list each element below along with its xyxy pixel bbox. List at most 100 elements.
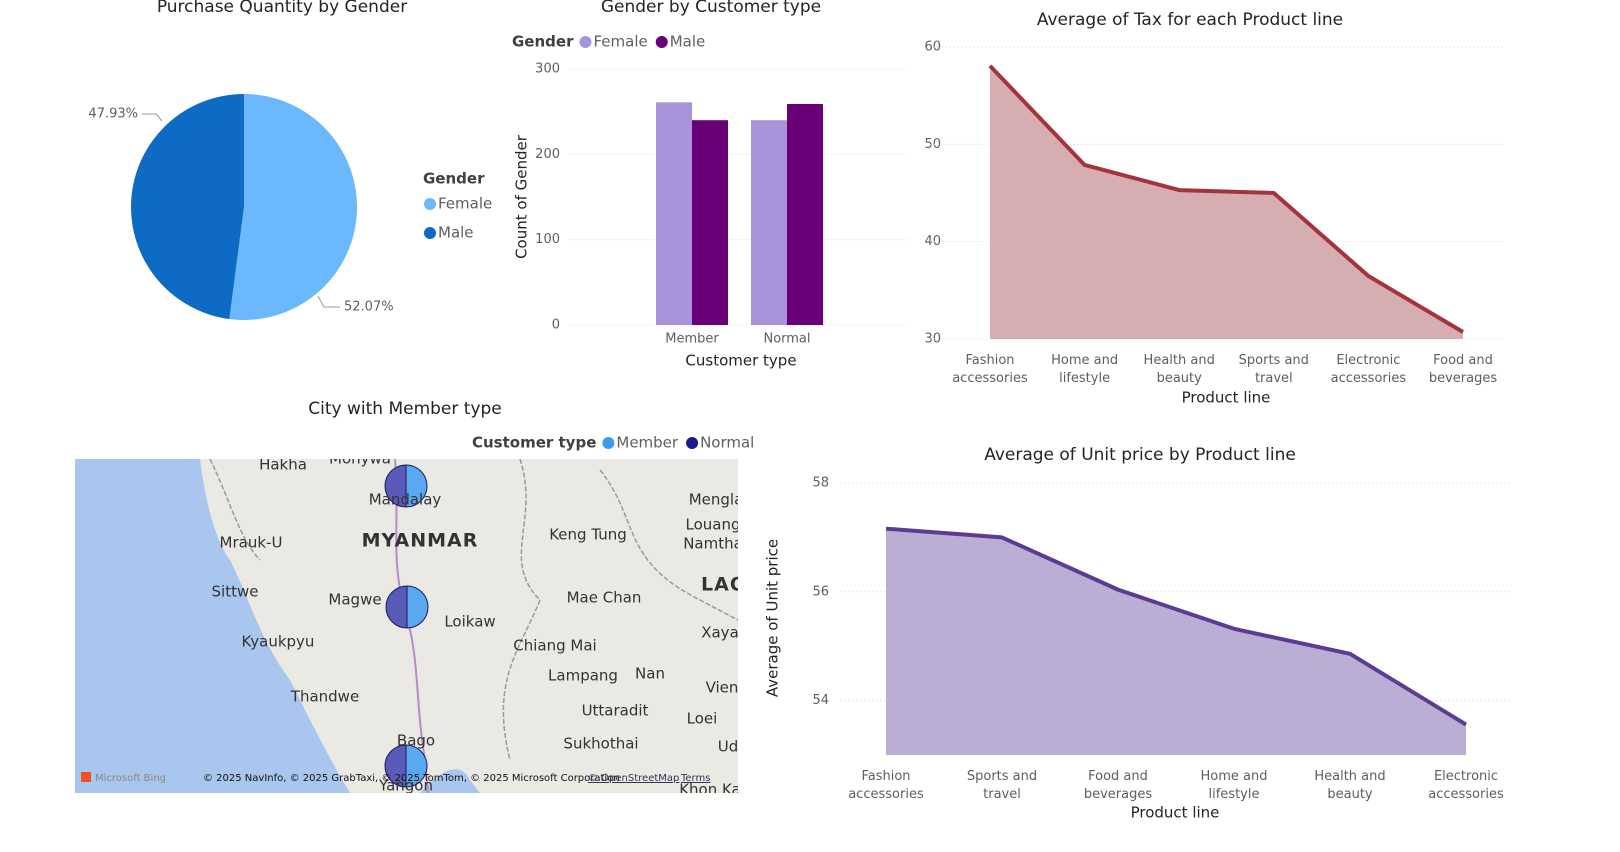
legend-label: Normal [700, 434, 754, 452]
chart-title: Gender by Customer type [601, 0, 821, 17]
legend-swatch [579, 36, 592, 48]
x-tick-label-box: Electronic accessories [1428, 769, 1504, 802]
line [885, 526, 1468, 727]
x-tick-label-box: Food and beverages [1428, 353, 1498, 386]
legend-label: Female [593, 33, 647, 51]
legend-title: Customer type [472, 434, 596, 452]
y-tick-label: 30 [924, 332, 941, 347]
map-bubble-normal [385, 585, 408, 629]
y-tick-label: 60 [924, 40, 941, 55]
x-tick-label-box: Sports and travel [1238, 353, 1309, 386]
y-axis-title: Count of Gender [513, 134, 531, 259]
bar [751, 120, 787, 325]
map-label: Mrauk-U [220, 534, 283, 552]
attribution: © 2025 NavInfo, © 2025 GrabTaxi, © 2025 … [203, 773, 620, 784]
x-tick-label-box: Electronic accessories [1330, 353, 1407, 386]
x-axis-title: Product line [1131, 804, 1220, 822]
x-tick-label: Electronic accessories [1330, 353, 1407, 386]
map-label: Thandwe [290, 688, 359, 706]
x-tick-label-box: Fashion accessories [848, 769, 924, 802]
attribution: Microsoft Bing [95, 773, 166, 784]
map-label: Nan [635, 665, 665, 683]
map-label: Magwe [328, 591, 381, 609]
legend-label: Female [438, 195, 492, 213]
bing-logo [81, 772, 91, 782]
x-tick-label: Electronic accessories [1428, 769, 1504, 802]
x-tick-label: Health and beauty [1143, 353, 1215, 386]
map-label: Monywa [329, 450, 391, 468]
map-label: Uttaradit [582, 702, 649, 720]
bar [787, 103, 823, 325]
bar [692, 120, 728, 325]
map-label: Khon Ka [679, 781, 741, 799]
x-tick-label-box: Home and lifestyle [1200, 769, 1268, 802]
map-label: Louang [686, 516, 741, 534]
x-axis-title: Product line [1182, 389, 1271, 407]
legend-title: Gender [423, 170, 485, 188]
map-label: Loei [687, 710, 718, 728]
x-tick-label: Home and lifestyle [1051, 353, 1119, 386]
map-label: Mandalay [369, 491, 442, 509]
y-tick-label: 100 [535, 232, 560, 247]
area-fill [990, 65, 1463, 340]
border [209, 459, 738, 761]
map-bubble-member [406, 585, 429, 629]
map-sea [420, 769, 480, 793]
map-label: LAO [701, 574, 747, 596]
leader-line [317, 295, 340, 308]
line [988, 64, 1465, 334]
map-label: Sittwe [212, 583, 259, 601]
x-tick-label-box: Health and beauty [1143, 353, 1215, 386]
map-label: Loikaw [444, 613, 495, 631]
pie-slice [229, 94, 357, 320]
x-tick-label: Health and beauty [1314, 769, 1386, 802]
y-tick-label: 40 [924, 234, 941, 249]
y-tick-label: 54 [812, 693, 829, 708]
bar [656, 102, 692, 325]
x-tick-label: Fashion accessories [952, 353, 1028, 386]
x-tick-label: Home and lifestyle [1200, 769, 1268, 802]
x-tick-label: Member [665, 332, 719, 347]
x-tick-label: Sports and travel [966, 769, 1038, 802]
x-axis-title: Customer type [685, 352, 796, 370]
x-tick-label-box: Sports and travel [966, 769, 1038, 802]
map-bubble-normal [384, 744, 407, 788]
pie-slice [130, 94, 244, 320]
x-tick-label: Normal [763, 332, 810, 347]
x-tick-label-box: Home and lifestyle [1051, 353, 1119, 386]
map-label: Namtha [683, 535, 743, 553]
y-tick-label: 0 [552, 318, 560, 333]
y-tick-label: 200 [535, 147, 560, 162]
y-tick-label: 56 [812, 584, 829, 599]
x-tick-label: Sports and travel [1238, 353, 1309, 386]
legend-swatch [602, 437, 615, 449]
chart-title: Purchase Quantity by Gender [157, 0, 407, 17]
map-label: Yangon [378, 777, 433, 795]
map-bubble-normal [384, 464, 407, 508]
legend-label: Male [438, 224, 474, 242]
map-label: Keng Tung [549, 526, 627, 544]
chart-title: City with Member type [308, 399, 502, 419]
map-label: Vien [706, 679, 739, 697]
legend-swatch [686, 437, 699, 449]
map: Hakha Monywa Mandalay MYANMAR Mrauk-U Keng Tu… [75, 450, 747, 799]
chart-title: Average of Tax for each Product line [1037, 10, 1343, 30]
legend-swatch [424, 227, 436, 239]
x-tick-label-box: Food and beverages [1084, 769, 1152, 802]
y-tick-label: 58 [812, 476, 829, 491]
map-label: Ud [718, 738, 739, 756]
data-label: 52.07% [344, 300, 394, 315]
map-label: Sukhothai [563, 735, 638, 753]
map-bubble-member [405, 464, 428, 508]
attribution: © OpenStreetMap [588, 773, 679, 784]
leader-line [142, 113, 163, 122]
y-tick-label: 50 [924, 137, 941, 152]
map-label: Xaya [701, 624, 739, 642]
attribution: Terms [680, 773, 710, 784]
map-label: Lampang [548, 667, 618, 685]
legend-swatch [424, 198, 436, 210]
map-bubble-member [405, 744, 428, 788]
x-tick-label-box: Fashion accessories [952, 353, 1028, 386]
x-tick-label: Food and beverages [1428, 353, 1498, 386]
